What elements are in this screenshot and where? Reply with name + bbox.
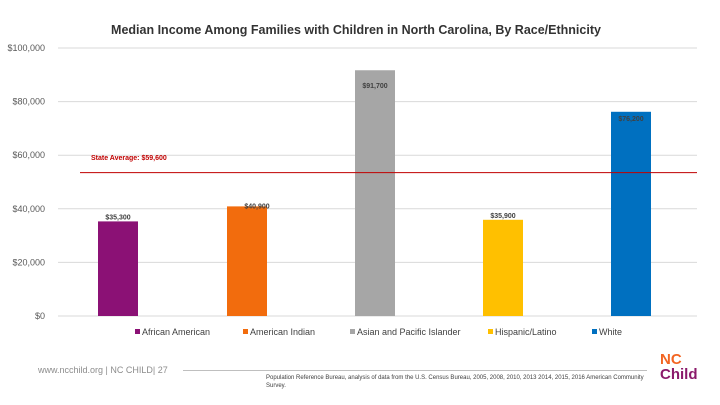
chart-title: Median Income Among Families with Childr… — [111, 23, 601, 37]
footer-source: Population Reference Bureau, analysis of… — [266, 375, 644, 389]
legend-label: White — [599, 327, 622, 337]
legend-swatch — [592, 329, 597, 334]
legend-label: Asian and Pacific Islander — [357, 327, 461, 337]
y-axis: $0 $20,000 $40,000 $60,000 $80,000 $100,000 — [7, 43, 45, 321]
legend-label: American Indian — [250, 327, 315, 337]
legend: African American American Indian Asian and… — [135, 327, 622, 337]
logo-child: Child — [660, 366, 698, 383]
legend-swatch — [488, 329, 493, 334]
data-label: $35,300 — [105, 214, 130, 221]
y-tick-label: $40,000 — [12, 204, 45, 214]
footer-divider — [183, 370, 647, 371]
y-tick-label: $100,000 — [7, 43, 45, 53]
nc-child-logo: NC Child — [660, 352, 704, 386]
y-tick-label: $0 — [35, 311, 45, 321]
data-label: $91,700 — [362, 83, 387, 90]
legend-label: African American — [142, 327, 210, 337]
bar — [227, 206, 267, 316]
y-tick-label: $60,000 — [12, 150, 45, 160]
y-tick-label: $80,000 — [12, 97, 45, 107]
y-tick-label: $20,000 — [12, 257, 45, 267]
bar — [611, 111, 651, 316]
data-labels: $35,300 $40,900 $91,700 $35,900 $76,200 — [105, 83, 643, 221]
data-label: $40,900 — [244, 203, 269, 210]
bar — [483, 219, 523, 316]
legend-swatch — [350, 329, 355, 334]
logo-nc: NC — [660, 351, 682, 368]
legend-label: Hispanic/Latino — [495, 327, 557, 337]
bar — [355, 70, 395, 316]
bar — [98, 221, 138, 316]
state-average: State Average: $59,600 — [80, 155, 697, 174]
legend-swatch — [243, 329, 248, 334]
footer-website: www.ncchild.org | NC CHILD| 27 — [38, 365, 168, 375]
legend-swatch — [135, 329, 140, 334]
state-average-label: State Average: $59,600 — [91, 155, 167, 162]
data-label: $76,200 — [618, 116, 643, 123]
data-label: $35,900 — [490, 213, 515, 220]
bars — [98, 70, 651, 316]
